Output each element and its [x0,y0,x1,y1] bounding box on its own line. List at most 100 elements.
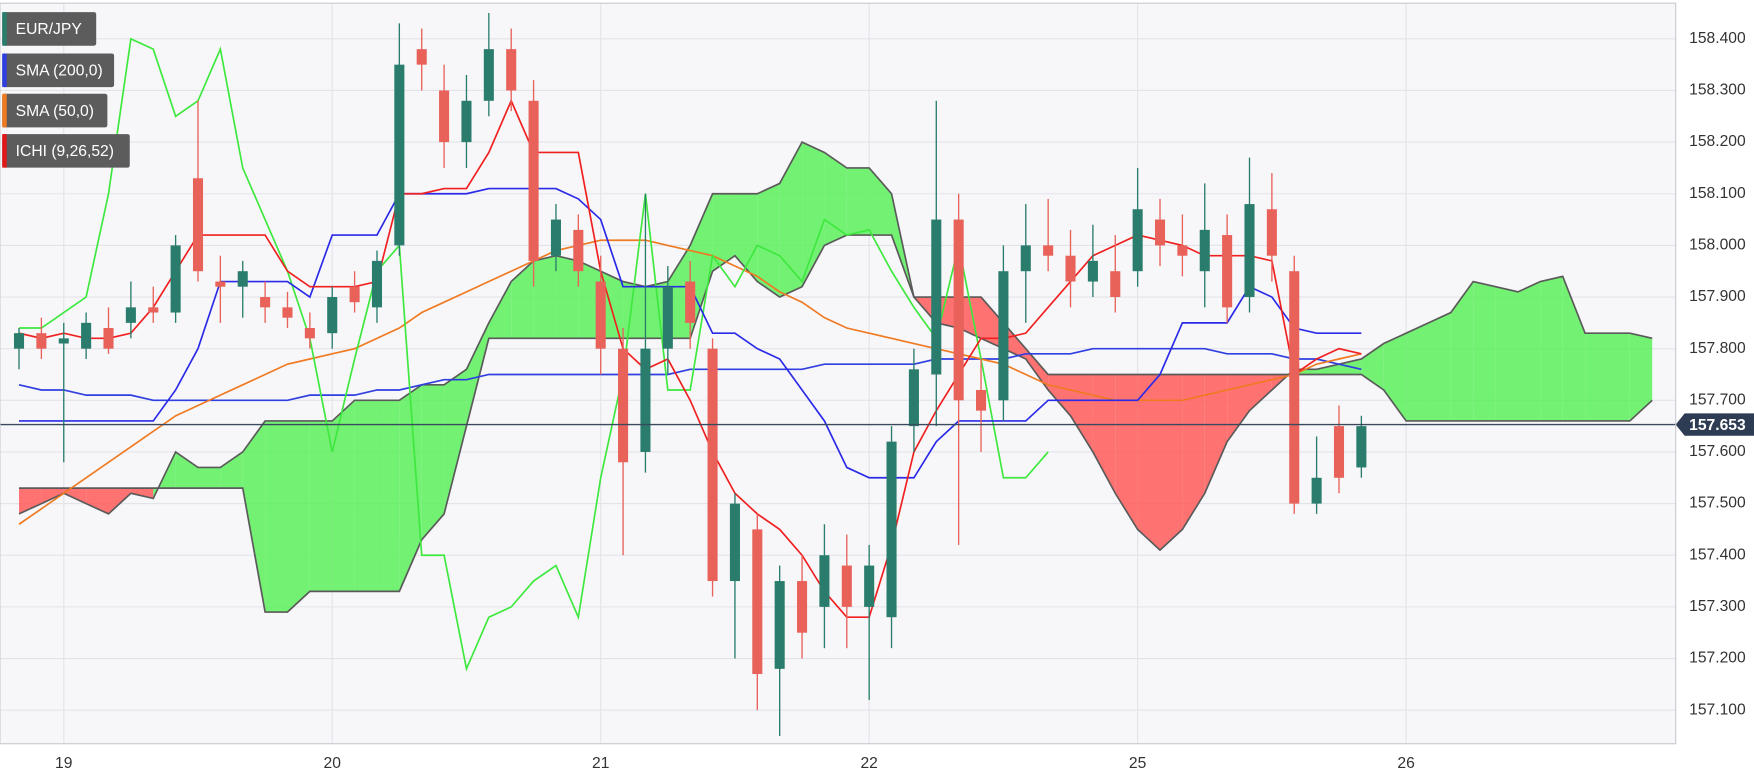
cloud-segment [1137,374,1161,551]
legend-swatch [2,134,7,168]
cloud-segment [1160,374,1183,551]
legend-swatch [2,93,7,128]
candle-body [1087,260,1098,282]
cloud-segment [1204,374,1228,494]
candle-body [975,389,987,411]
legend: EUR/JPY SMA (200,0) SMA (50,0) ICHI (9,2… [2,12,130,168]
candle-body [394,64,405,246]
cloud-segment [1182,374,1205,530]
y-tick-label: 157.400 [1689,546,1746,563]
candle-body [58,338,69,344]
candle-body [752,529,763,675]
candle-body [908,369,919,427]
candle-body [1154,219,1166,246]
y-tick-label: 158.300 [1689,82,1746,99]
y-tick-label: 157.900 [1689,288,1746,305]
cloud-segment [1517,281,1541,421]
candle-body [998,271,1009,401]
cloud-segment [1383,333,1407,421]
cloud-segment [1562,276,1586,421]
cloud-segment [779,142,803,298]
candle-body [483,49,494,101]
cloud-segment [19,488,42,514]
candle-body [573,229,584,272]
candle-body [260,297,271,308]
candle-body [550,219,561,256]
cloud-segment [757,183,780,298]
legend-label: SMA (50,0) [16,103,94,120]
cloud-segment [488,281,512,339]
y-tick-label: 157.500 [1689,495,1746,512]
candle-body [506,49,517,91]
cloud-segment [444,369,467,514]
candle-body [618,348,629,463]
legend-label: SMA (200,0) [16,63,103,80]
cloud-segment [1450,281,1474,421]
cloud-segment [1585,333,1608,421]
current-price-label: 157.653 [1689,417,1746,434]
candle-body [685,281,696,323]
legend-box [2,134,130,168]
candle-body [237,271,248,287]
y-tick-label: 157.300 [1689,598,1746,615]
candle-body [349,286,360,303]
candle-body [1311,477,1322,504]
cloud-segment [578,260,601,339]
candle-body [841,565,852,607]
candle-body [797,581,808,633]
candle-body [774,581,785,669]
cloud-segment [555,255,579,339]
cloud-segment [220,451,243,489]
cloud-segment [242,420,266,613]
cloud-segment [824,152,847,246]
cloud-segment [533,255,556,339]
cloud-segment [1607,333,1630,421]
chikou-line [19,37,1049,672]
cloud-segment [802,142,825,287]
candle-body [282,307,293,318]
x-tick-label: 19 [55,755,72,772]
cloud-segment [1316,364,1339,375]
legend-swatch [2,53,7,88]
cloud-segment [869,167,892,236]
cloud-segment [108,488,131,514]
cloud-segment [511,260,534,339]
candle-body [1244,204,1255,298]
y-tick-label: 157.200 [1689,650,1746,667]
candle-body [931,219,942,375]
cloud-segment [63,488,87,504]
candle-body [36,333,47,349]
legend-box [2,93,108,128]
cloud-segment [287,420,310,613]
legend-swatch [2,12,7,46]
candle-body [416,49,427,65]
candle-body [1043,245,1054,256]
candle-body [439,90,450,143]
cloud-segment [1406,322,1429,421]
plot-border [0,2,1677,745]
y-tick-label: 157.800 [1689,340,1746,357]
senkou-span-a [18,141,1653,552]
cloud-segment [466,322,489,427]
cloud-segment [421,384,445,540]
candle-body [170,245,181,313]
y-tick-label: 158.400 [1689,30,1746,47]
cloud-segment [130,488,154,499]
cloud-segment [846,167,870,236]
candle-body [461,100,472,143]
candle-body [13,333,25,349]
legend-box [2,12,97,46]
cloud-segment [734,193,758,282]
cloud-segment [1048,374,1071,416]
cloud-segment [265,420,288,613]
cloud-segment [667,245,691,339]
candle-body [729,503,740,582]
cloud-segment [1115,374,1138,530]
cloud-segment [399,384,422,592]
candle-body [1132,209,1143,272]
x-tick-label: 26 [1397,755,1415,772]
candle-body [148,307,159,313]
cloud-segment [913,297,937,323]
